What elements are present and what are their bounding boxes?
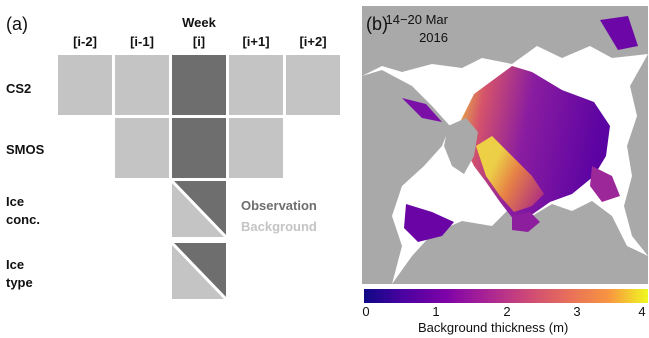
column-header-i+2: [i+2] (299, 34, 327, 49)
column-header-i: [i] (192, 34, 206, 49)
map-land-west (362, 70, 450, 284)
legend-observation: Observation (241, 198, 317, 213)
panel-b-label: (b) (366, 14, 388, 34)
map-thick-ice (476, 136, 544, 212)
map-ice-okhotsk (600, 16, 638, 50)
map-ice-baffin (512, 212, 540, 232)
row-label-ice-type: Ice type (6, 257, 33, 290)
colorbar-gradient (364, 289, 648, 303)
cs2-cell-i-2 (58, 55, 112, 115)
map-land-east (624, 54, 648, 256)
column-header-i-2: [i-2] (73, 34, 97, 49)
ice-conc-cell-i (172, 181, 226, 237)
column-header-i-1: [i-1] (130, 34, 154, 49)
colorbar-tick-4: 4 (638, 304, 646, 319)
map-date-line1: 14−20 Mar (385, 12, 448, 27)
map-ice-hudson (404, 204, 454, 242)
map-ice-barents (590, 166, 620, 202)
panel-a-label: (a) (6, 14, 28, 34)
smos-cell-i-1 (115, 118, 169, 178)
map-ice-bering (402, 98, 442, 122)
map-date-line2: 2016 (419, 30, 448, 45)
cs2-cell-i (172, 55, 226, 115)
map-land-north (362, 6, 648, 76)
map-land-south (392, 201, 648, 284)
smos-cell-i+1 (229, 118, 283, 178)
column-header-i+1: [i+1] (242, 34, 270, 49)
colorbar-tick-2: 2 (503, 304, 511, 319)
colorbar-tick-3: 3 (573, 304, 581, 319)
smos-cell-i (172, 118, 226, 178)
ice-type-cell-i (172, 243, 226, 299)
map-land-greenland (444, 118, 478, 174)
legend-background: Background (241, 219, 317, 234)
colorbar-tick-1: 1 (432, 304, 440, 319)
cs2-cell-i+1 (229, 55, 283, 115)
colorbar-tick-0: 0 (362, 304, 370, 319)
colorbar-label: Background thickness (m) (418, 320, 569, 335)
row-label-smos: SMOS (6, 142, 45, 157)
ice-conc-split-line (172, 181, 226, 237)
row-label-ice-conc: Ice conc. (6, 194, 40, 227)
arctic-thickness-map: 14−20 Mar 2016 (362, 6, 648, 284)
colorbar (364, 289, 648, 303)
cs2-cell-i+2 (286, 55, 340, 115)
ice-type-split-line (172, 243, 226, 299)
row-label-cs2: CS2 (6, 81, 32, 96)
week-title: Week (182, 15, 216, 30)
cs2-cell-i-1 (115, 55, 169, 115)
